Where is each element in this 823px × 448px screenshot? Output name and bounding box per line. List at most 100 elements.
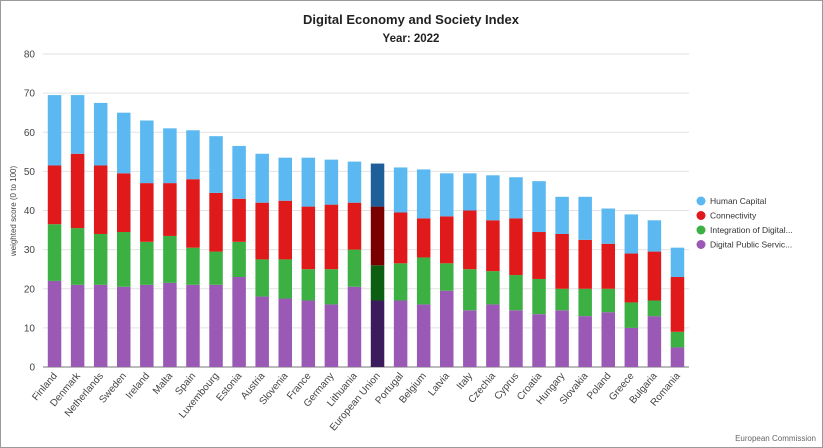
bar-portugal-human-capital[interactable] bbox=[393, 167, 408, 213]
bar-lithuania-digital-public-servic[interactable] bbox=[347, 286, 362, 367]
bar-slovenia-digital-public-servic[interactable] bbox=[278, 298, 293, 367]
bar-finland-connectivity[interactable] bbox=[47, 165, 62, 225]
bar-croatia-human-capital[interactable] bbox=[532, 181, 546, 233]
bar-slovenia-integration-of-digital[interactable] bbox=[278, 259, 293, 299]
bar-portugal-connectivity[interactable] bbox=[393, 212, 408, 264]
bar-cyprus-digital-public-servic[interactable] bbox=[509, 310, 523, 367]
legend-swatch-digital-public-servic[interactable] bbox=[696, 240, 706, 249]
bar-ireland-integration-of-digital[interactable] bbox=[140, 241, 154, 285]
legend-swatch-integration-of-digital[interactable] bbox=[696, 225, 706, 235]
bar-slovakia-human-capital[interactable] bbox=[578, 196, 592, 240]
bar-finland-human-capital[interactable] bbox=[47, 95, 62, 166]
bar-european-union-human-capital[interactable] bbox=[370, 163, 385, 207]
bar-lithuania-human-capital[interactable] bbox=[347, 161, 362, 203]
bar-germany-connectivity[interactable] bbox=[324, 204, 339, 270]
bar-estonia-digital-public-servic[interactable] bbox=[232, 277, 246, 367]
bar-france-human-capital[interactable] bbox=[301, 157, 316, 207]
legend-label-human-capital[interactable]: Human Capital bbox=[710, 196, 766, 206]
bar-sweden-digital-public-servic[interactable] bbox=[117, 286, 131, 367]
bar-netherlands-human-capital[interactable] bbox=[93, 102, 108, 166]
bar-european-union-digital-public-servic[interactable] bbox=[370, 300, 385, 367]
bar-germany-digital-public-servic[interactable] bbox=[324, 304, 339, 367]
bar-spain-connectivity[interactable] bbox=[186, 179, 200, 248]
bar-belgium-human-capital[interactable] bbox=[416, 169, 431, 219]
bar-latvia-digital-public-servic[interactable] bbox=[440, 290, 454, 367]
bar-spain-human-capital[interactable] bbox=[186, 130, 200, 180]
bar-sweden-human-capital[interactable] bbox=[117, 112, 131, 174]
bar-austria-human-capital[interactable] bbox=[255, 153, 269, 203]
bar-italy-digital-public-servic[interactable] bbox=[463, 310, 477, 367]
bar-greece-integration-of-digital[interactable] bbox=[624, 302, 639, 328]
bar-bulgaria-connectivity[interactable] bbox=[647, 251, 662, 301]
bar-austria-connectivity[interactable] bbox=[255, 202, 269, 260]
bar-ireland-digital-public-servic[interactable] bbox=[140, 284, 154, 367]
bar-finland-integration-of-digital[interactable] bbox=[47, 224, 62, 281]
bar-hungary-connectivity[interactable] bbox=[555, 233, 569, 289]
bar-estonia-connectivity[interactable] bbox=[232, 198, 246, 242]
bar-bulgaria-human-capital[interactable] bbox=[647, 220, 662, 252]
bar-hungary-digital-public-servic[interactable] bbox=[555, 310, 569, 367]
bar-italy-integration-of-digital[interactable] bbox=[463, 269, 477, 311]
bar-bulgaria-integration-of-digital[interactable] bbox=[647, 300, 662, 317]
bar-italy-connectivity[interactable] bbox=[463, 210, 477, 270]
bar-lithuania-connectivity[interactable] bbox=[347, 202, 362, 250]
bar-greece-human-capital[interactable] bbox=[624, 214, 639, 254]
bar-sweden-connectivity[interactable] bbox=[117, 173, 131, 233]
bar-spain-integration-of-digital[interactable] bbox=[186, 247, 200, 285]
bar-france-digital-public-servic[interactable] bbox=[301, 300, 316, 367]
bar-belgium-integration-of-digital[interactable] bbox=[416, 257, 431, 305]
bar-poland-integration-of-digital[interactable] bbox=[601, 288, 616, 313]
bar-poland-digital-public-servic[interactable] bbox=[601, 312, 616, 367]
bar-romania-integration-of-digital[interactable] bbox=[670, 331, 685, 348]
bar-luxembourg-connectivity[interactable] bbox=[209, 192, 223, 252]
bar-slovenia-human-capital[interactable] bbox=[278, 157, 293, 201]
bar-portugal-integration-of-digital[interactable] bbox=[393, 263, 408, 301]
bar-germany-human-capital[interactable] bbox=[324, 159, 339, 205]
bar-cyprus-integration-of-digital[interactable] bbox=[509, 275, 523, 311]
bar-cyprus-human-capital[interactable] bbox=[509, 177, 523, 219]
bar-latvia-integration-of-digital[interactable] bbox=[440, 263, 454, 291]
bar-sweden-integration-of-digital[interactable] bbox=[117, 232, 131, 287]
bar-romania-human-capital[interactable] bbox=[670, 247, 685, 278]
bar-slovakia-connectivity[interactable] bbox=[578, 239, 592, 289]
bar-spain-digital-public-servic[interactable] bbox=[186, 284, 200, 367]
bar-croatia-integration-of-digital[interactable] bbox=[532, 278, 546, 315]
legend-swatch-human-capital[interactable] bbox=[696, 196, 706, 206]
bar-france-integration-of-digital[interactable] bbox=[301, 269, 316, 301]
bar-belgium-connectivity[interactable] bbox=[416, 218, 431, 258]
legend-label-digital-public-servic[interactable]: Digital Public Servic... bbox=[710, 240, 792, 250]
bar-malta-connectivity[interactable] bbox=[163, 183, 177, 236]
bar-czechia-integration-of-digital[interactable] bbox=[486, 271, 500, 305]
bar-estonia-human-capital[interactable] bbox=[232, 145, 246, 199]
bar-latvia-connectivity[interactable] bbox=[440, 216, 454, 264]
bar-slovakia-integration-of-digital[interactable] bbox=[578, 288, 592, 317]
bar-luxembourg-human-capital[interactable] bbox=[209, 136, 223, 193]
bar-denmark-connectivity[interactable] bbox=[70, 153, 85, 229]
bar-slovakia-digital-public-servic[interactable] bbox=[578, 316, 592, 367]
bar-denmark-integration-of-digital[interactable] bbox=[70, 228, 85, 285]
bar-czechia-connectivity[interactable] bbox=[486, 220, 500, 272]
bar-latvia-human-capital[interactable] bbox=[440, 173, 454, 217]
bar-hungary-human-capital[interactable] bbox=[555, 196, 569, 234]
bar-european-union-integration-of-digital[interactable] bbox=[370, 265, 385, 301]
bar-romania-digital-public-servic[interactable] bbox=[670, 347, 685, 367]
bar-germany-integration-of-digital[interactable] bbox=[324, 269, 339, 305]
bar-malta-digital-public-servic[interactable] bbox=[163, 282, 177, 367]
bar-czechia-human-capital[interactable] bbox=[486, 175, 500, 221]
bar-netherlands-integration-of-digital[interactable] bbox=[93, 233, 108, 285]
legend-label-integration-of-digital[interactable]: Integration of Digital... bbox=[710, 225, 793, 235]
bar-european-union-connectivity[interactable] bbox=[370, 206, 385, 266]
bar-czechia-digital-public-servic[interactable] bbox=[486, 304, 500, 367]
bar-lithuania-integration-of-digital[interactable] bbox=[347, 249, 362, 287]
bar-finland-digital-public-servic[interactable] bbox=[47, 280, 62, 367]
bar-greece-connectivity[interactable] bbox=[624, 253, 639, 303]
bar-croatia-digital-public-servic[interactable] bbox=[532, 314, 546, 367]
bar-netherlands-connectivity[interactable] bbox=[93, 165, 108, 234]
bar-denmark-human-capital[interactable] bbox=[70, 95, 85, 154]
bar-netherlands-digital-public-servic[interactable] bbox=[93, 284, 108, 367]
legend-label-connectivity[interactable]: Connectivity bbox=[710, 211, 757, 221]
bar-france-connectivity[interactable] bbox=[301, 206, 316, 270]
bar-hungary-integration-of-digital[interactable] bbox=[555, 288, 569, 311]
bar-austria-integration-of-digital[interactable] bbox=[255, 259, 269, 297]
bar-malta-integration-of-digital[interactable] bbox=[163, 235, 177, 283]
